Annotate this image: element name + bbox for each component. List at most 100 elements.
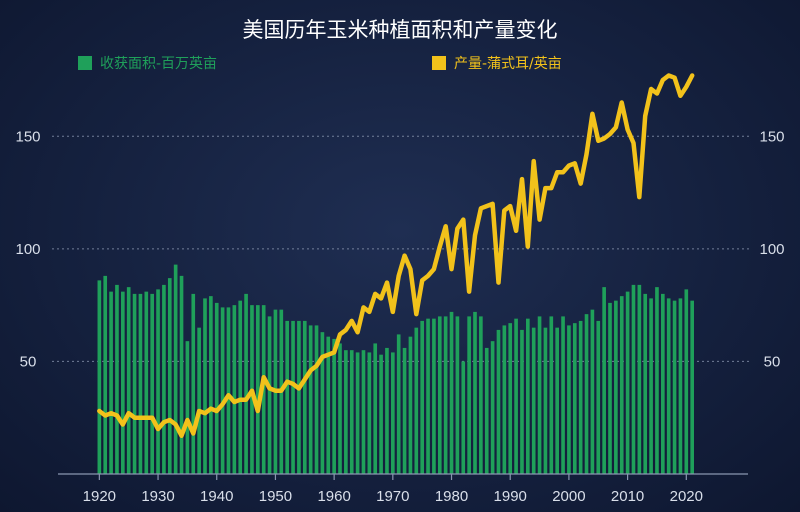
bar-1977 [432,318,436,474]
bar-1922 [109,291,113,474]
x-axis [58,473,748,480]
bar-1972 [402,347,407,474]
bar-1970 [391,352,395,474]
legend-area-swatch [78,56,92,70]
bar-1966 [367,352,372,474]
bar-1998 [555,327,559,474]
bar-1947 [256,305,260,474]
bar-1957 [314,325,319,474]
tick-labels: 50 50 100 100 150 150 1920 1930 1940 1950 1960 1970… [15,128,784,505]
bar-1989 [502,325,507,474]
bar-1961 [338,343,342,474]
bar-2018 [672,300,677,474]
bar-2009 [619,296,624,474]
bar-2010 [625,291,630,474]
bar-1987 [490,341,495,474]
y-tick-right-50: 50 [764,353,781,370]
bar-1978 [437,316,442,474]
bar-2000 [567,325,571,474]
bar-1974 [414,327,419,474]
bar-1923 [115,284,119,474]
bar-2002 [578,320,583,474]
bar-1939 [209,296,213,474]
bar-2021 [690,300,694,474]
bar-1940 [214,302,219,474]
bar-2012 [637,284,642,474]
bar-1931 [162,284,166,474]
bar-1952 [285,320,289,474]
bar-1986 [484,347,489,474]
bar-1933 [173,264,178,474]
bar-2007 [608,302,612,474]
bar-2014 [649,298,653,474]
x-tick-2010: 2010 [611,488,644,505]
legend-yield-label: 产量-蒲式耳/英亩 [454,55,562,72]
y-tick-right-150: 150 [759,128,784,145]
bar-2011 [631,284,636,474]
bar-1954 [297,320,301,474]
bar-1925 [126,287,131,474]
bar-1973 [408,336,413,474]
bar-1975 [420,320,424,474]
bar-2003 [584,314,589,474]
legend-area-label: 收获面积-百万英亩 [100,55,217,72]
bar-2017 [666,298,671,474]
bar-1959 [326,336,331,474]
bar-1990 [508,323,513,474]
bar-2004 [590,309,595,474]
bar-2008 [614,300,618,474]
y-tick-left-50: 50 [20,353,37,370]
bar-1960 [332,338,336,474]
bar-1927 [138,293,143,474]
bar-1932 [167,278,172,474]
x-tick-1920: 1920 [83,488,116,505]
bar-1981 [455,316,460,474]
bar-1958 [320,332,325,474]
bar-1926 [132,293,137,474]
bar-1945 [244,293,248,474]
bar-1993 [526,318,530,474]
bar-1944 [238,300,243,474]
bar-1928 [144,291,149,474]
bar-2005 [596,320,601,474]
x-tick-1990: 1990 [494,488,527,505]
bar-1969 [385,347,389,474]
bar-1953 [291,320,295,474]
bar-2020 [684,289,689,474]
bar-1964 [355,352,360,474]
bar-1949 [267,316,272,474]
bar-2013 [643,293,648,474]
bar-1968 [379,354,383,474]
bar-1941 [220,307,225,474]
bar-1920 [97,280,102,474]
bar-1936 [191,293,196,474]
x-tick-2000: 2000 [552,488,585,505]
bar-2001 [572,323,577,474]
bar-1976 [426,318,430,474]
y-tick-left-100: 100 [15,241,40,258]
bar-1995 [537,316,542,474]
bar-1988 [496,329,501,474]
x-tick-1960: 1960 [317,488,350,505]
x-tick-2020: 2020 [670,488,703,505]
bar-1994 [531,327,536,474]
y-tick-right-100: 100 [759,241,784,258]
bar-1980 [449,311,454,474]
bar-1924 [121,291,125,474]
bar-1983 [467,316,471,474]
bar-1984 [473,311,477,474]
bar-1985 [479,316,483,474]
yield-line [97,73,695,438]
bar-1967 [373,343,378,474]
bar-2015 [655,287,659,474]
bar-1996 [543,327,548,474]
x-tick-1950: 1950 [259,488,292,505]
bar-1956 [308,325,313,474]
x-tick-1970: 1970 [376,488,409,505]
bar-1930 [156,289,160,474]
x-tick-1940: 1940 [200,488,233,505]
bar-1999 [561,316,565,474]
bar-2016 [661,293,665,474]
